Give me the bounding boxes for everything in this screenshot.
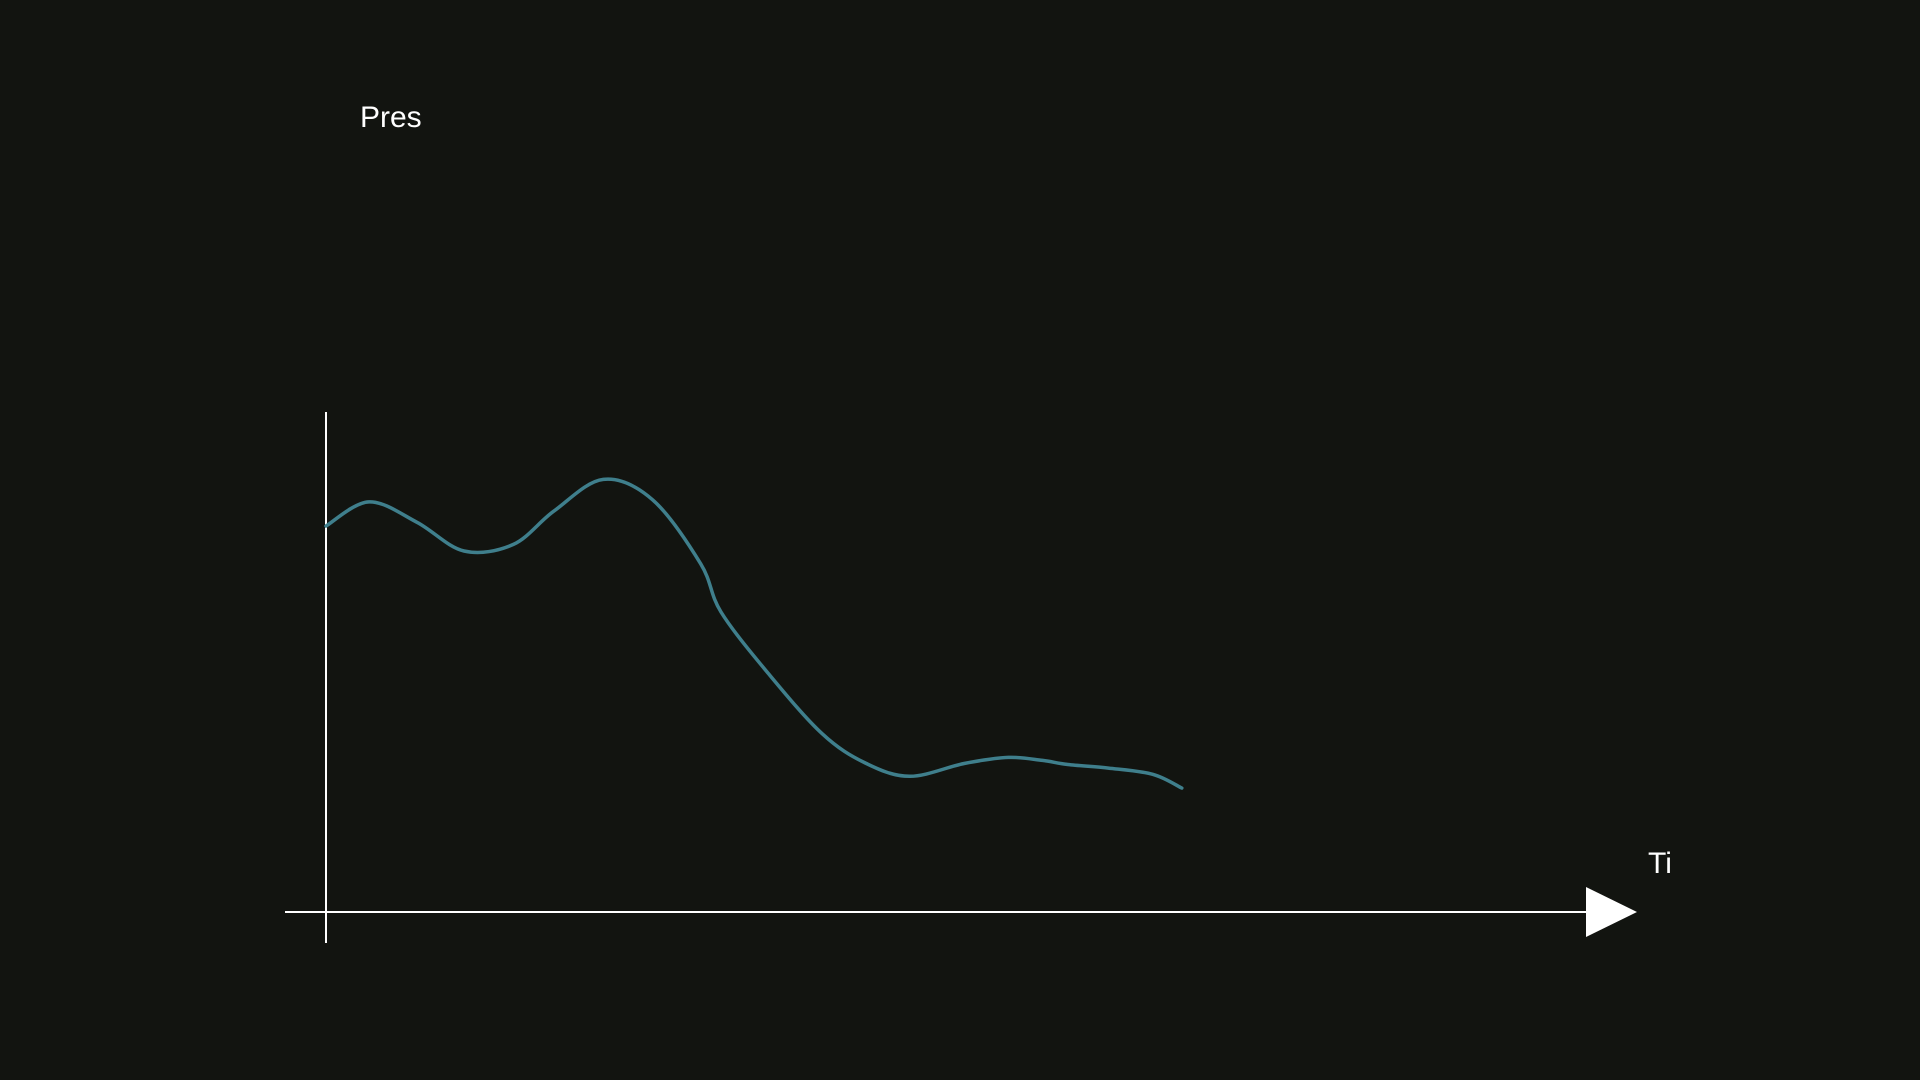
- x-axis-arrowhead: [1586, 887, 1637, 937]
- y-axis-label: Pres: [360, 101, 422, 134]
- series-line-0: [324, 477, 1184, 790]
- series-layer: [324, 477, 1184, 790]
- x-axis-label: Ti: [1648, 847, 1672, 880]
